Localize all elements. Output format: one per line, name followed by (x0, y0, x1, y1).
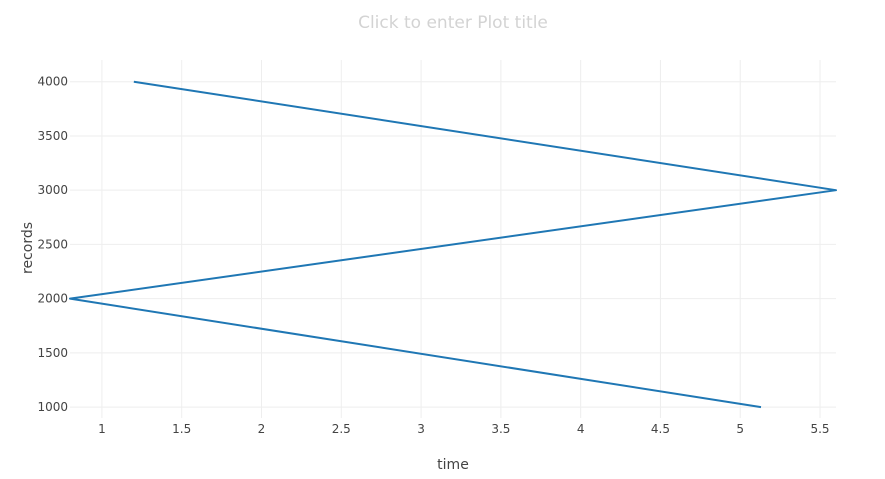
plot-title-placeholder[interactable]: Click to enter Plot title (358, 13, 548, 33)
series-line[interactable] (69, 80, 837, 409)
x-tick-label: 2 (258, 422, 266, 436)
x-tick-label: 1 (98, 422, 106, 436)
x-tick-label: 4.5 (651, 422, 670, 436)
y-tick-label: 3000 (37, 183, 68, 197)
y-tick-label: 2500 (37, 237, 68, 251)
x-gridlines (101, 60, 821, 418)
traces-layer[interactable] (69, 80, 837, 409)
y-axis-title[interactable]: records (20, 222, 36, 274)
y-tick-label: 1000 (37, 400, 68, 414)
y-tick-label: 4000 (37, 75, 68, 89)
x-tick-label: 1.5 (172, 422, 191, 436)
y-tick-label: 2000 (37, 292, 68, 306)
y-tick-labels: 1000 1500 2000 2500 3000 3500 4000 (37, 75, 68, 414)
x-tick-label: 2.5 (332, 422, 351, 436)
x-tick-label: 3.5 (491, 422, 510, 436)
x-tick-label: 3 (417, 422, 425, 436)
x-tick-labels: 1 1.5 2 2.5 3 3.5 4 4.5 5 5.5 (98, 422, 829, 436)
y-tick-label: 3500 (37, 129, 68, 143)
x-tick-label: 4 (577, 422, 585, 436)
x-axis-title[interactable]: time (437, 457, 469, 473)
x-tick-label: 5 (736, 422, 744, 436)
x-tick-label: 5.5 (810, 422, 829, 436)
y-tick-label: 1500 (37, 346, 68, 360)
